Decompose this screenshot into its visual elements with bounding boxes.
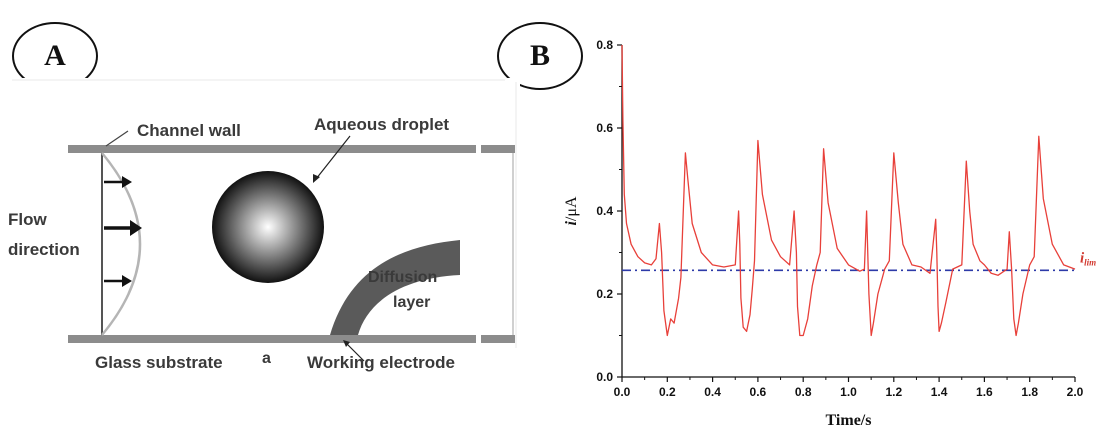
x-tick-label: 1.8 <box>1021 385 1038 399</box>
diffusion-label-line1: Diffusion <box>368 269 437 286</box>
x-tick-label: 2.0 <box>1067 385 1084 399</box>
y-tick-label: 0.4 <box>596 204 613 218</box>
flow-direction-label-line2: direction <box>8 240 80 259</box>
y-tick-label: 0.0 <box>596 370 613 384</box>
flow-arrow-top <box>104 176 132 188</box>
channel-wall-leader <box>105 130 129 147</box>
glass-substrate-label: Glass substrate <box>95 353 223 372</box>
diffusion-layer <box>330 240 460 335</box>
glass-substrate-bottom <box>68 335 476 343</box>
flow-profile <box>101 152 142 336</box>
aqueous-droplet <box>212 171 324 283</box>
x-tick-label: 1.4 <box>931 385 948 399</box>
x-tick-label: 0.6 <box>750 385 767 399</box>
x-tick-label: 0.0 <box>614 385 631 399</box>
working-electrode-label: Working electrode <box>307 353 455 372</box>
electrode-leader <box>345 342 365 362</box>
y-tick-label: 0.8 <box>596 38 613 52</box>
y-axis-title-unit: /μA <box>563 196 580 221</box>
x-tick-label: 0.4 <box>704 385 721 399</box>
x-tick-label: 0.8 <box>795 385 812 399</box>
limiting-current-label-sub: lim <box>1084 257 1096 267</box>
x-tick-label: 1.0 <box>840 385 857 399</box>
limiting-current-label-main: i <box>1080 250 1085 266</box>
electrode-leader-arrowhead <box>343 340 350 347</box>
channel-wall-top-end <box>481 145 515 153</box>
x-tick-label: 1.6 <box>976 385 993 399</box>
subpanel-marker: a <box>262 350 271 367</box>
flow-arrow-bottom <box>104 275 132 287</box>
y-axis-title: i/μA <box>563 196 580 225</box>
channel-diagram: Channel wall Aqueous droplet Flow direct… <box>0 78 520 378</box>
droplet-leader <box>315 135 351 180</box>
flow-arrow-middle <box>104 220 142 236</box>
channel-wall-top <box>68 145 476 153</box>
y-tick-label: 0.6 <box>596 121 613 135</box>
channel-wall-label: Channel wall <box>137 121 241 140</box>
glass-substrate-bottom-end <box>481 335 515 343</box>
y-tick-label: 0.2 <box>596 287 613 301</box>
droplet-leader-arrowhead <box>313 174 320 183</box>
flow-direction-label-line1: Flow <box>8 210 47 229</box>
current-trace-line <box>621 44 1076 337</box>
x-tick-label: 0.2 <box>659 385 676 399</box>
current-time-chart: 0.0 0.2 0.4 0.6 0.8 1.0 1.2 1.4 1.6 1.8 2.0 0.0 0.2 0… <box>563 38 1096 429</box>
panel-a-label: A <box>44 39 66 72</box>
limiting-current-label: ilim <box>1080 250 1096 267</box>
diffusion-label-line2: layer <box>393 294 430 311</box>
x-tick-label: 1.2 <box>885 385 902 399</box>
panel-b-label: B <box>529 39 550 72</box>
y-axis-title-italic: i <box>563 221 580 226</box>
aqueous-droplet-label: Aqueous droplet <box>314 115 449 134</box>
x-axis-title: Time/s <box>826 412 872 429</box>
plot-area: 0.0 0.2 0.4 0.6 0.8 1.0 1.2 1.4 1.6 1.8 2.0 0.0 0.2 0… <box>563 38 1096 429</box>
